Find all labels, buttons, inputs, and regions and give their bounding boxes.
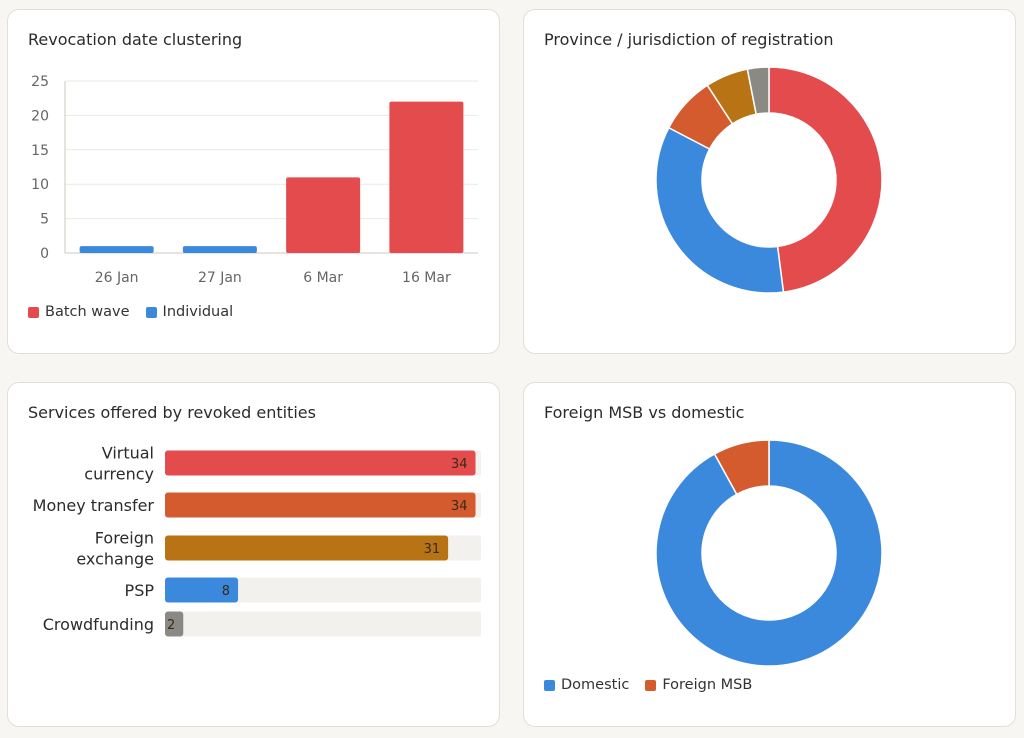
revocation-bar-batch-wave-6-mar[interactable] (286, 177, 361, 253)
revocation-bar-batch-wave-16-mar[interactable] (389, 101, 464, 253)
revocation-legend-item-individual[interactable]: Individual (145, 304, 234, 320)
revocation-bar-individual-27-jan[interactable] (182, 246, 257, 253)
foreign-chart-title: Foreign MSB vs domestic (544, 403, 745, 422)
revocation-bar-individual-26-jan[interactable] (79, 246, 154, 253)
services-bar-value-label: 2 (167, 618, 175, 633)
foreign-slice-foreign-msb[interactable] (713, 439, 770, 496)
services-bar-track (165, 577, 481, 603)
foreign-legend-label: Domestic (561, 677, 630, 693)
revocation-x-tick-label: 16 Mar (402, 270, 451, 286)
revocation-y-tick-label: 10 (31, 177, 49, 193)
revocation-y-tick-label: 0 (40, 246, 49, 262)
revocation-x-tick-label: 6 Mar (303, 270, 343, 286)
services-category-label: Money transfer (33, 496, 155, 515)
services-bar-value-label: 8 (222, 584, 230, 599)
revocation-bar-chart: 0 5 10 15 20 25 26 Jan 27 Jan 6 Mar 16 Mar (31, 74, 478, 286)
revocation-legend-label: Individual (162, 304, 234, 320)
foreign-donut-chart (655, 439, 883, 667)
revocation-chart-card: Revocation date clustering 0 5 10 15 20 25 26 … (7, 9, 500, 354)
revocation-legend-item-batch-wave[interactable]: Batch wave (28, 304, 130, 320)
services-chart-card: Services offered by revoked entities 34 V… (7, 382, 500, 727)
revocation-x-tick-label: 26 Jan (95, 270, 139, 286)
services-category-label: Virtual (102, 444, 154, 463)
services-bar-value-label: 34 (451, 499, 468, 514)
province-chart-title: Province / jurisdiction of registration (544, 30, 834, 49)
foreign-legend-item-domestic[interactable]: Domestic (544, 677, 629, 693)
revocation-y-tick-label: 25 (31, 74, 49, 90)
services-category-label: currency (84, 465, 154, 484)
province-slice-1[interactable] (768, 66, 883, 293)
services-bar-foreign-exchange[interactable] (165, 535, 449, 561)
revocation-legend: Batch wave Individual (28, 304, 233, 320)
services-category-label: exchange (76, 550, 154, 569)
revocation-legend-swatch (28, 306, 39, 318)
foreign-legend-label: Foreign MSB (662, 677, 753, 693)
services-category-label: Crowdfunding (43, 615, 154, 634)
services-bar-psp[interactable] (165, 577, 239, 603)
revocation-legend-label: Batch wave (45, 304, 130, 320)
foreign-legend-item-foreign-msb[interactable]: Foreign MSB (645, 677, 752, 693)
province-donut-chart (655, 66, 883, 294)
revocation-x-tick-label: 27 Jan (198, 270, 242, 286)
services-bar-value-label: 34 (451, 457, 468, 472)
revocation-chart-title: Revocation date clustering (28, 30, 243, 49)
services-category-label: PSP (125, 581, 155, 600)
services-bar-virtual-currency[interactable] (165, 450, 476, 476)
province-slice-5[interactable] (746, 66, 770, 116)
revocation-y-tick-label: 15 (31, 143, 49, 159)
revocation-y-tick-label: 20 (31, 108, 49, 124)
province-chart-card: Province / jurisdiction of registration (523, 9, 1016, 354)
revocation-legend-swatch (145, 306, 157, 318)
services-category-label: Foreign (95, 529, 154, 548)
foreign-legend-swatch (645, 679, 657, 691)
services-bar-chart: 34 Virtual currency 34 Money transfer 31 Forei… (33, 444, 481, 637)
services-bar-money-transfer[interactable] (165, 492, 476, 518)
province-slice-2[interactable] (655, 126, 785, 294)
foreign-slice-domestic[interactable] (655, 439, 883, 667)
services-chart-title: Services offered by revoked entities (28, 403, 316, 422)
foreign-chart-card: Foreign MSB vs domestic Domestic Foreign … (523, 382, 1016, 727)
services-bar-value-label: 31 (424, 542, 441, 557)
foreign-legend-swatch (544, 679, 555, 691)
services-bar-crowdfunding[interactable] (165, 611, 184, 637)
services-bar-track (165, 611, 481, 637)
revocation-y-tick-label: 5 (40, 212, 49, 228)
foreign-legend: Domestic Foreign MSB (544, 677, 752, 693)
